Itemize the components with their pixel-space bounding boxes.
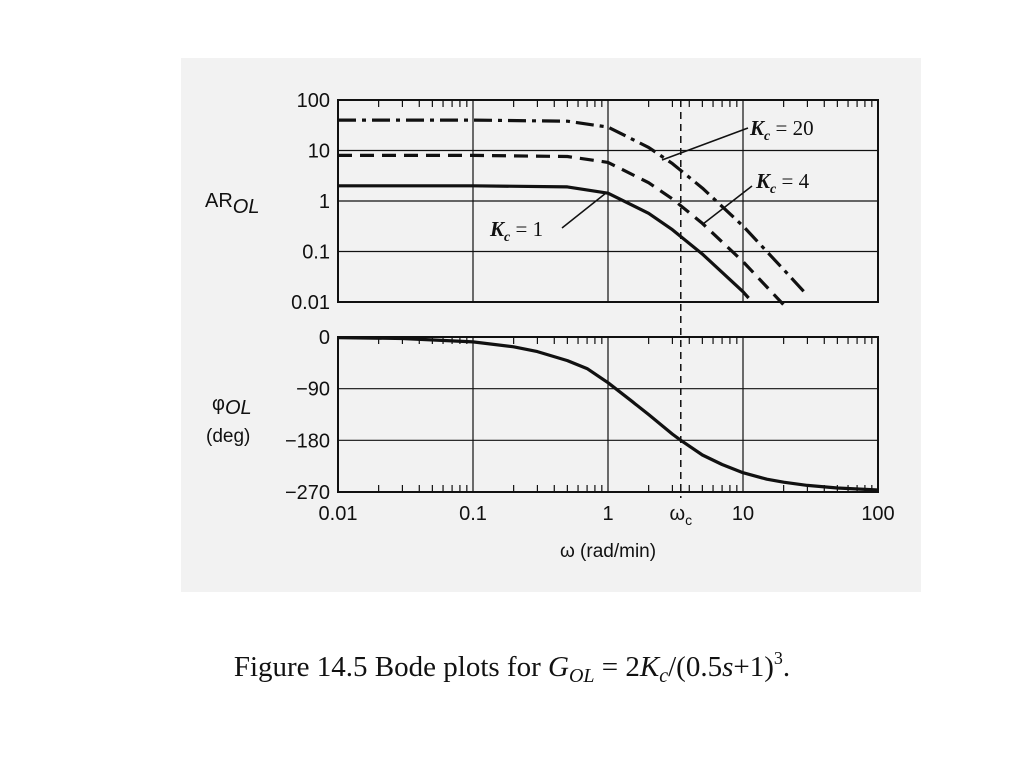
phase-y-axis-unit: (deg): [206, 426, 250, 447]
caption-k: K: [639, 651, 660, 683]
ar-y-axis-label: AROL: [205, 190, 259, 218]
ar-y-tick-label: 10: [308, 141, 330, 163]
ar-grid: [338, 100, 878, 302]
x-tick-label: 10: [732, 503, 754, 525]
ar-y-tick-label: 0.1: [302, 242, 330, 264]
phase-plot: 0 −90 −180 −270 0.01 0.1 1 10 100 φOL (deg) ω (…: [206, 327, 895, 562]
x-tick-label: 0.01: [319, 503, 358, 525]
x-tick-label: 0.1: [459, 503, 487, 525]
caption-tail2: +1): [733, 651, 774, 683]
kc20-leader-line: [661, 127, 749, 161]
ar-y-tick-label: 0.01: [291, 292, 330, 314]
kc20-annotation: Kc = 20: [749, 116, 814, 144]
crossover-frequency-label: ωc: [669, 503, 692, 528]
kc1-annotation: Kc = 1: [489, 217, 543, 245]
caption-k-sub: c: [659, 665, 669, 687]
caption-tail: /(0.5: [668, 651, 723, 683]
x-tick-label: 1: [602, 503, 613, 525]
x-tick-label: 100: [861, 503, 894, 525]
caption-prefix: Figure 14.5 Bode plots for: [233, 651, 548, 683]
caption-exponent: 3: [773, 648, 783, 668]
figure-panel: [181, 58, 921, 592]
ar-series-dashed: [338, 153, 785, 306]
ar-series-dash-dot: [338, 118, 809, 297]
caption-s: s: [722, 651, 734, 683]
phase-y-tick-label: 0: [319, 327, 330, 349]
ar-minor-ticks: [378, 100, 873, 107]
phase-y-tick-label: −90: [296, 379, 330, 401]
ar-plot: 100 10 1 0.1 0.01 AROL Kc = 20 Kc = 4 Kc = 1: [205, 90, 879, 314]
caption-g-sub: OL: [568, 665, 595, 687]
phase-y-axis-label: φOL: [212, 393, 252, 419]
phase-grid: [338, 337, 878, 492]
ar-y-tick-label: 1: [319, 191, 330, 213]
phase-series-line: [337, 336, 879, 492]
x-axis-label: ω (rad/min): [560, 541, 656, 562]
kc4-leader-line: [702, 185, 753, 225]
kc4-annotation: Kc = 4: [755, 169, 810, 197]
phase-y-tick-labels: 0 −90 −180 −270: [285, 327, 330, 504]
caption-g: G: [548, 651, 569, 683]
phase-series-group: [337, 336, 879, 492]
ar-y-tick-label: 100: [297, 90, 330, 112]
figure-caption: Figure 14.5 Bode plots for GOL = 2Kc/(0.…: [0, 648, 1024, 688]
phase-y-tick-label: −180: [285, 430, 330, 452]
ar-y-tick-labels: 100 10 1 0.1 0.01: [291, 90, 330, 314]
x-tick-labels: 0.01 0.1 1 10 100: [319, 503, 895, 525]
ar-series-group: [338, 118, 809, 306]
phase-minor-ticks: [378, 337, 873, 492]
ar-series-solid: [338, 184, 750, 300]
caption-end: .: [782, 651, 791, 683]
kc1-leader-line: [561, 192, 607, 229]
phase-y-tick-label: −270: [285, 482, 330, 504]
caption-mid: = 2: [594, 651, 640, 683]
